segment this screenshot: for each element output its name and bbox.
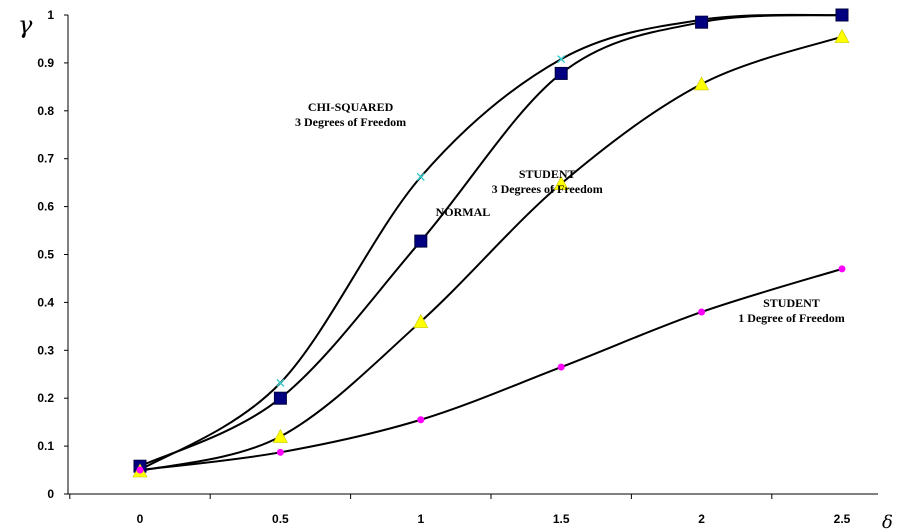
data-point-student-1	[417, 416, 425, 424]
x-tick-label: 1.5	[553, 512, 570, 526]
y-tick-label: 0.1	[37, 439, 54, 453]
data-point-student-3	[272, 428, 288, 443]
annotation-line: 3 Degrees of Freedom	[295, 115, 406, 129]
annotation-line: 3 Degrees of Freedom	[492, 182, 603, 196]
x-axis-label: δ	[882, 512, 893, 532]
series-line	[139, 13, 843, 471]
data-point-student-1	[698, 308, 706, 316]
y-tick-label: 0.5	[37, 248, 54, 262]
data-point-student-1	[838, 265, 846, 273]
x-tick-label: 1	[417, 512, 424, 526]
markers	[132, 8, 850, 478]
y-tick-label: 0.3	[37, 343, 54, 357]
data-point-normal	[273, 391, 287, 405]
y-tick-label: 0.6	[37, 200, 54, 214]
curve-annotation: CHI-SQUARED 3 Degrees of Freedom	[295, 100, 406, 129]
data-point-chi-squared	[276, 378, 285, 387]
data-point-chi-squared	[557, 55, 566, 64]
y-tick-label: 0.9	[37, 56, 54, 70]
x-tick-label: 0	[137, 512, 144, 526]
y-tick-label: 0.2	[37, 391, 54, 405]
y-tick-label: 0.4	[37, 295, 54, 309]
x-mark-stroke	[557, 55, 566, 64]
data-point-normal	[695, 15, 709, 29]
data-point-student-3	[413, 313, 429, 328]
curve-annotation: NORMAL	[436, 205, 491, 219]
x-mark-stroke	[416, 172, 425, 181]
data-point-student-1	[276, 448, 284, 456]
x-tick-label: 0.5	[272, 512, 289, 526]
annotation-line: STUDENT	[519, 167, 576, 181]
series-line	[139, 267, 843, 472]
data-point-normal	[835, 8, 849, 22]
data-point-student-3	[553, 175, 569, 190]
x-tick-label: 2.5	[834, 512, 851, 526]
annotation-line: NORMAL	[436, 205, 491, 219]
data-point-student-3	[834, 28, 850, 43]
y-axis-label: γ	[18, 11, 33, 39]
y-tick-label: 1	[47, 8, 54, 22]
axes: 0 0.1 0.2 0.3 0.4 0.5 0.6 0.7 0.8 0.9 1 0 0.5 1 1.5 2 2.…	[37, 8, 878, 526]
series-line	[139, 35, 843, 472]
data-point-student-1	[557, 363, 565, 371]
annotation-line: STUDENT	[763, 296, 820, 310]
data-point-normal	[554, 66, 568, 80]
data-point-normal	[414, 234, 428, 248]
data-point-student-3	[694, 76, 710, 91]
curves	[139, 13, 843, 472]
annotations: CHI-SQUARED 3 Degrees of FreedomNORMALSTU…	[295, 100, 845, 325]
y-tick-label: 0.8	[37, 104, 54, 118]
y-tick-label: 0.7	[37, 152, 54, 166]
curve-annotation: STUDENT 1 Degree of Freedom	[738, 296, 845, 325]
data-point-chi-squared	[416, 172, 425, 181]
annotation-line: CHI-SQUARED	[308, 100, 394, 114]
y-tick-label: 0	[47, 487, 54, 501]
annotation-line: 1 Degree of Freedom	[738, 311, 845, 325]
series-line	[139, 14, 843, 468]
x-tick-label: 2	[698, 512, 705, 526]
curve-annotation: STUDENT 3 Degrees of Freedom	[492, 167, 603, 196]
x-mark-stroke	[276, 378, 285, 387]
data-point-student-1	[136, 466, 144, 474]
